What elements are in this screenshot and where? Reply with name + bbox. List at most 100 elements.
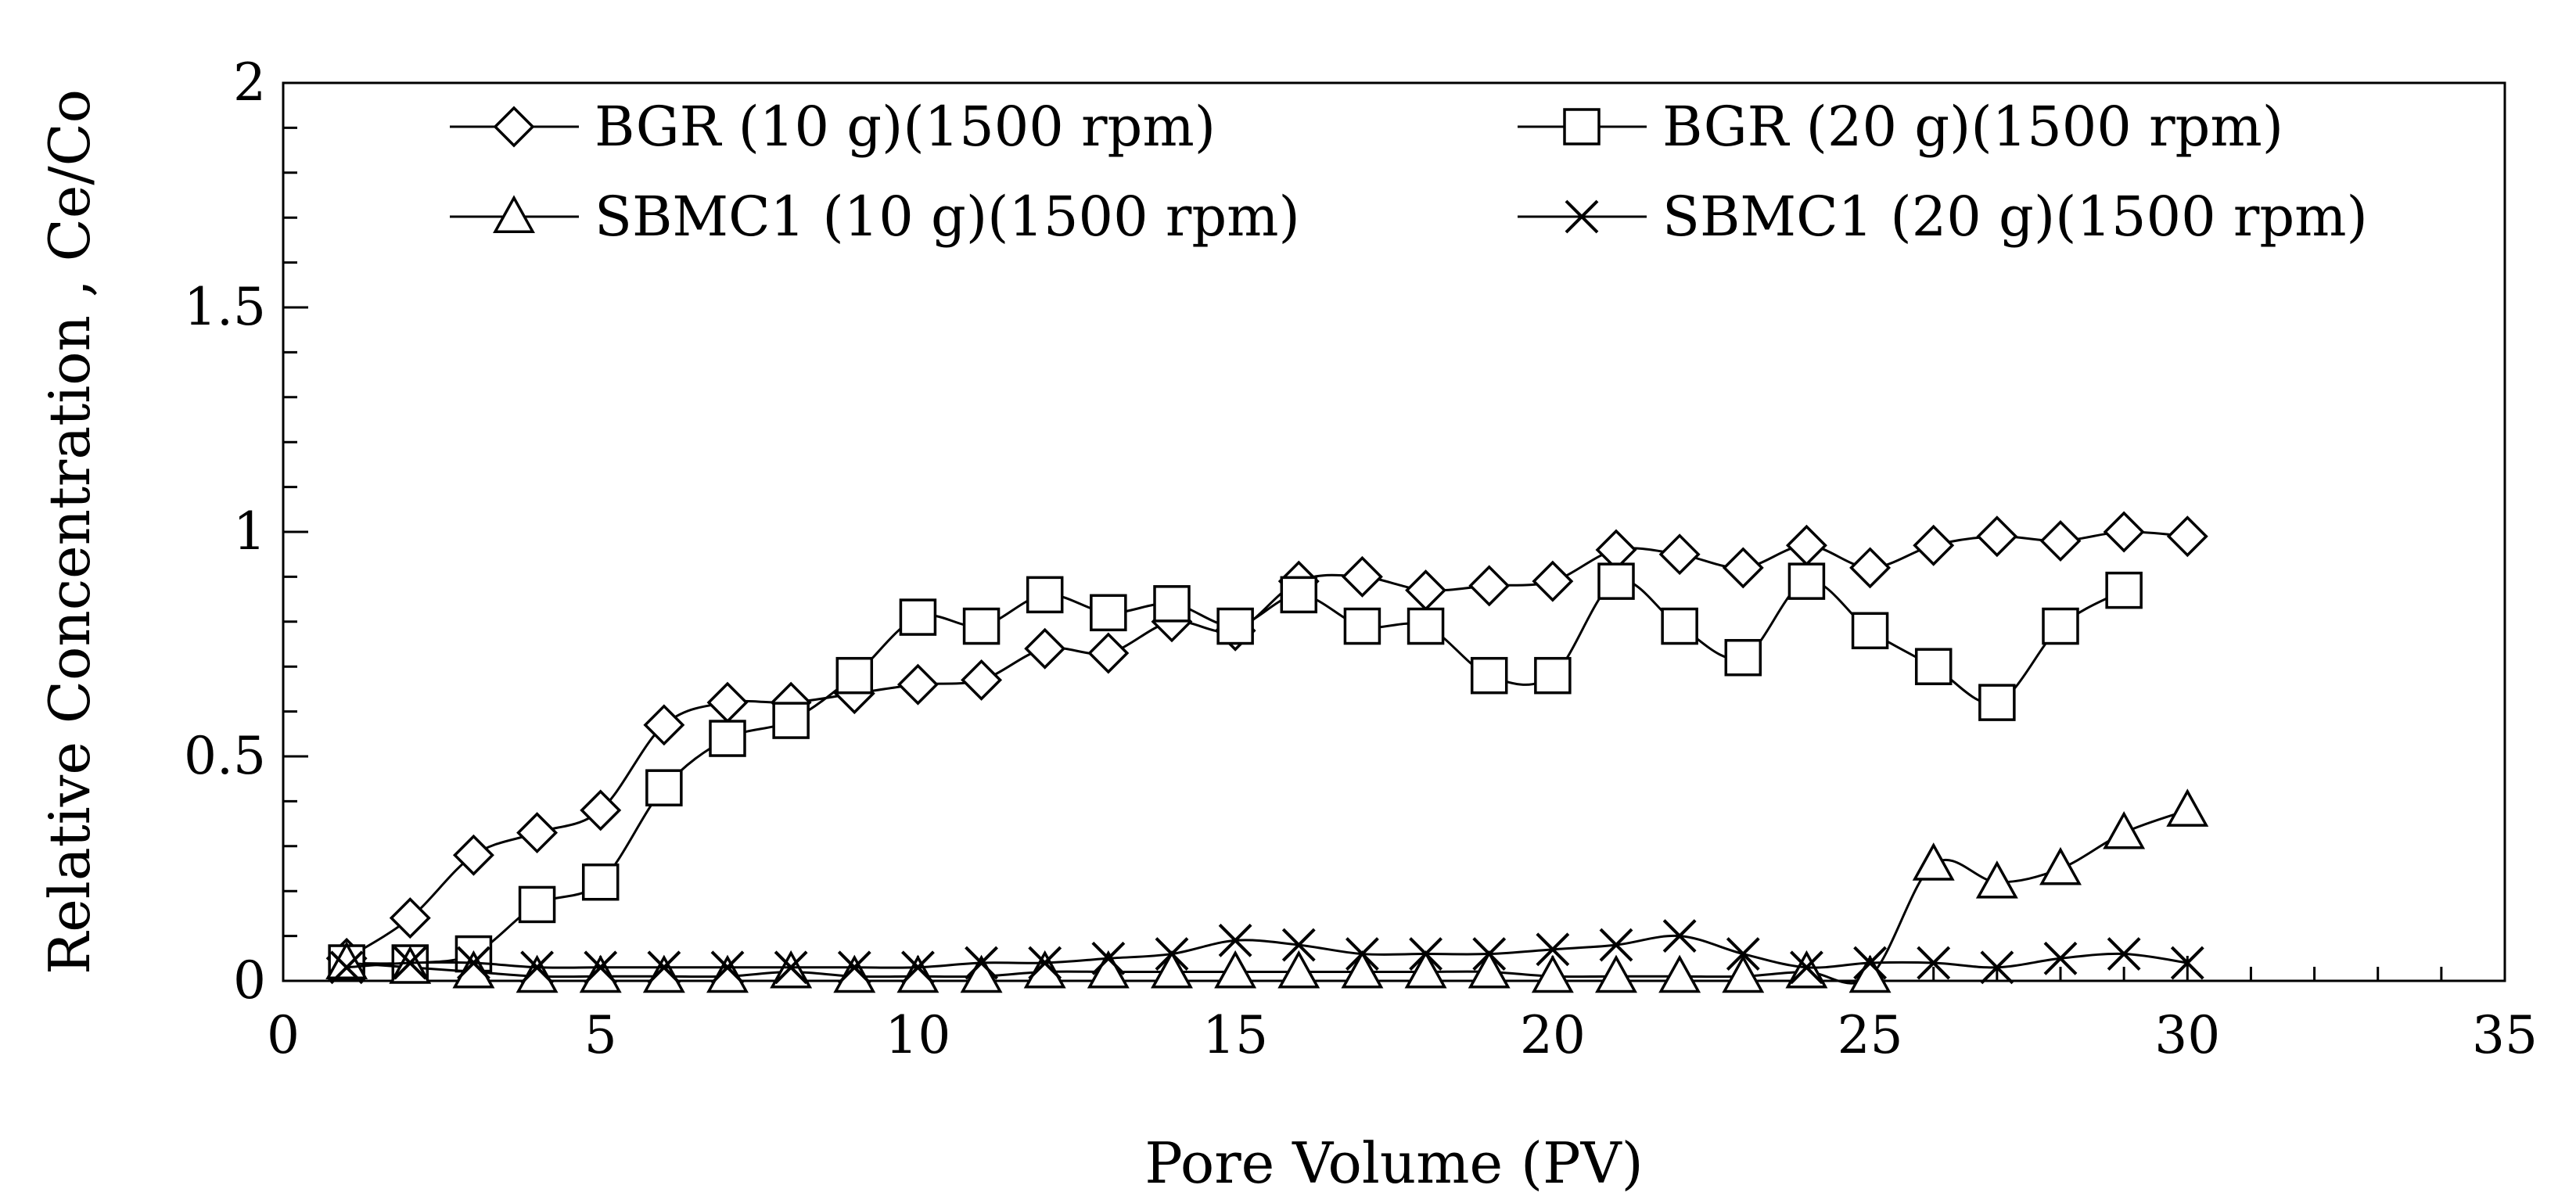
- data-point: [1405, 569, 1447, 612]
- data-point: [962, 607, 1001, 645]
- x-tick-label: 15: [1202, 1005, 1268, 1065]
- x-axis-title: Pore Volume (PV): [1144, 1130, 1643, 1196]
- data-point: [896, 954, 940, 993]
- data-point: [518, 885, 556, 924]
- data-point: [1534, 656, 1572, 695]
- data-point: [709, 720, 746, 757]
- data-point: [643, 704, 685, 746]
- legend-label: SBMC1 (10 g)(1500 rpm): [595, 185, 1300, 249]
- data-point: [1404, 950, 1447, 989]
- data-point: [710, 950, 745, 985]
- data-point: [1978, 684, 2016, 721]
- data-point: [1661, 607, 1698, 645]
- data-point: [1975, 860, 2018, 899]
- data-point: [833, 954, 876, 993]
- data-point: [1277, 950, 1320, 989]
- data-point: [2166, 788, 2209, 827]
- data-point: [1532, 560, 1574, 602]
- data-point: [774, 950, 808, 985]
- legend-label: BGR (10 g)(1500 rpm): [595, 95, 1216, 159]
- data-point: [580, 789, 622, 831]
- data-point: [645, 769, 683, 806]
- data-point: [1345, 937, 1379, 971]
- series-1: [325, 511, 2208, 979]
- data-point: [393, 946, 427, 980]
- legend-marker: [1565, 199, 1599, 234]
- series-layer: [325, 511, 2209, 993]
- data-point: [1917, 946, 1951, 980]
- data-point: [2103, 810, 2146, 849]
- data-point: [1658, 533, 1701, 576]
- data-point: [1024, 627, 1066, 670]
- data-point: [1468, 565, 1511, 607]
- data-point: [452, 834, 494, 876]
- x-tick-label: 0: [267, 1005, 300, 1065]
- series-4: [329, 919, 2204, 985]
- data-point: [452, 950, 495, 989]
- legend-item: SBMC1 (10 g)(1500 rpm): [450, 185, 1300, 249]
- data-point: [961, 659, 1003, 701]
- legend-item: SBMC1 (20 g)(1500 rpm): [1518, 185, 2368, 249]
- data-point: [2039, 846, 2082, 885]
- legend-item: BGR (10 g)(1500 rpm): [450, 95, 1216, 159]
- data-point: [1281, 928, 1316, 962]
- data-point: [647, 950, 681, 985]
- data-point: [2105, 571, 2143, 609]
- legend-marker: [493, 106, 535, 148]
- data-point: [835, 656, 874, 695]
- data-point: [2107, 937, 2141, 971]
- data-point: [1531, 954, 1574, 993]
- legend: BGR (10 g)(1500 rpm) BGR (20 g)(1500 rpm)…: [450, 95, 2368, 249]
- data-point: [2166, 515, 2208, 558]
- y-axis-title: Relative Concentration , Ce/Co: [37, 89, 102, 975]
- data-point: [772, 702, 810, 739]
- y-axis-ticks: 0 0.5 1 1.5 2: [184, 52, 308, 1011]
- data-point: [1090, 594, 1127, 632]
- series-2: [328, 562, 2143, 982]
- data-point: [1722, 954, 1765, 993]
- data-point: [1218, 923, 1252, 957]
- data-point: [584, 950, 618, 985]
- x-tick-label: 25: [1838, 1005, 1903, 1065]
- legend-item: BGR (20 g)(1500 rpm): [1518, 95, 2283, 159]
- data-point: [1914, 648, 1953, 685]
- data-point: [1726, 937, 1760, 971]
- data-point: [1658, 954, 1701, 993]
- data-point: [965, 946, 998, 980]
- data-point: [1662, 919, 1697, 953]
- data-point: [899, 598, 937, 636]
- data-point: [1153, 585, 1191, 623]
- data-point: [516, 812, 559, 854]
- x-tick-label: 10: [885, 1005, 950, 1065]
- data-point: [1087, 632, 1130, 674]
- data-point: [1091, 941, 1126, 975]
- data-point: [329, 950, 364, 985]
- data-point: [325, 941, 368, 979]
- data-point: [1343, 607, 1381, 645]
- data-point: [1216, 607, 1254, 645]
- data-point: [837, 950, 871, 985]
- data-point: [581, 863, 620, 901]
- data-point: [1028, 946, 1062, 980]
- data-point: [1214, 950, 1257, 989]
- y-tick-label: 2: [233, 52, 266, 113]
- data-point: [1912, 842, 1955, 881]
- data-point: [1980, 950, 2014, 985]
- data-point: [896, 663, 939, 706]
- data-point: [1341, 555, 1383, 598]
- y-tick-label: 1: [233, 501, 266, 562]
- data-point: [1851, 612, 1889, 650]
- data-point: [1155, 937, 1189, 971]
- data-point: [706, 954, 749, 993]
- data-point: [1407, 607, 1445, 645]
- data-point: [1913, 524, 1955, 566]
- data-point: [706, 681, 749, 724]
- data-point: [1468, 950, 1511, 989]
- x-tick-label: 30: [2154, 1005, 2220, 1065]
- data-point: [1597, 562, 1635, 600]
- data-point: [1853, 946, 1887, 980]
- data-point: [1849, 547, 1892, 589]
- data-point: [642, 954, 685, 993]
- legend-label: SBMC1 (20 g)(1500 rpm): [1662, 185, 2368, 249]
